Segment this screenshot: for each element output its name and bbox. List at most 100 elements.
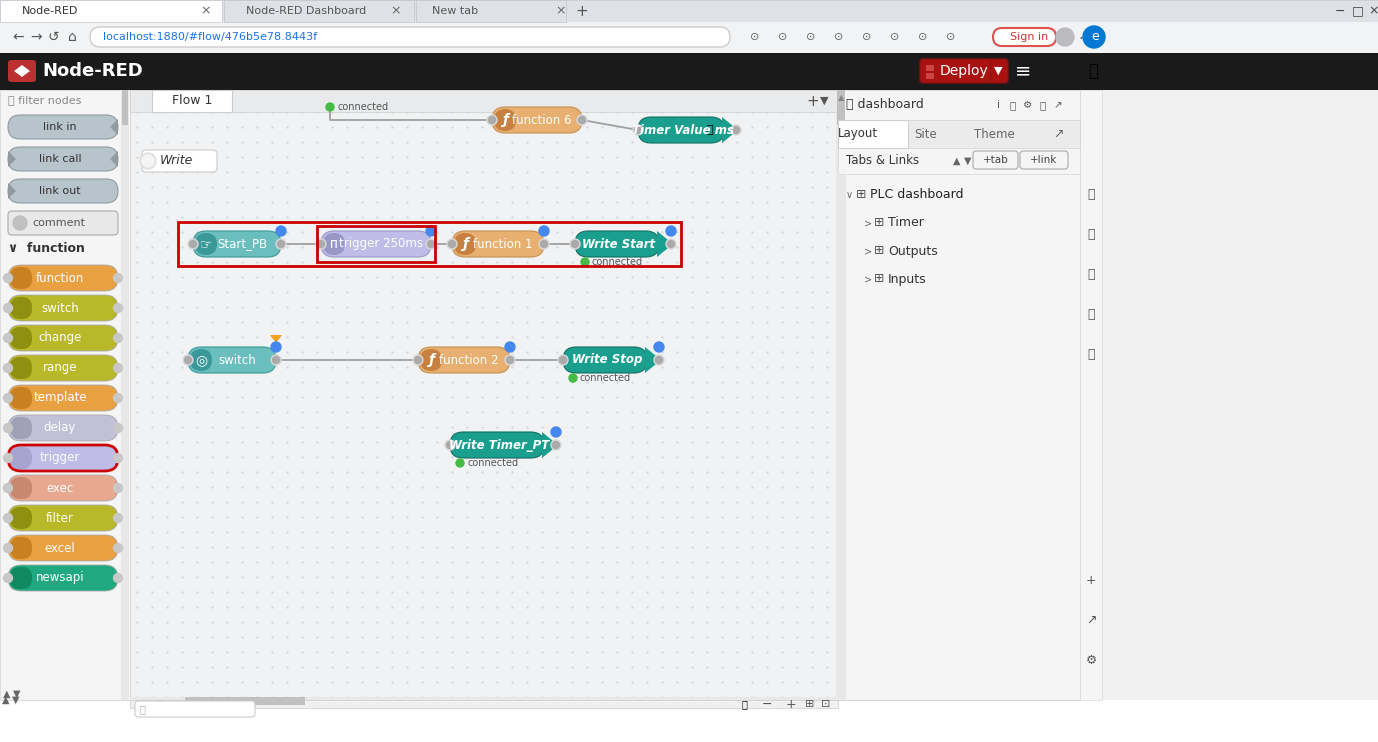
Text: Node-RED Dashboard: Node-RED Dashboard: [247, 6, 367, 16]
FancyBboxPatch shape: [10, 387, 32, 409]
Circle shape: [551, 440, 561, 450]
Circle shape: [142, 155, 154, 167]
Text: PLC dashboard: PLC dashboard: [870, 188, 963, 202]
Circle shape: [446, 239, 457, 249]
Text: +: +: [785, 697, 796, 711]
Text: +: +: [1086, 574, 1097, 586]
Circle shape: [187, 239, 198, 249]
Circle shape: [277, 240, 284, 248]
FancyBboxPatch shape: [10, 477, 32, 499]
Text: Timer Value ms: Timer Value ms: [633, 123, 734, 137]
Bar: [130, 90, 838, 112]
Polygon shape: [8, 151, 17, 167]
FancyBboxPatch shape: [10, 417, 32, 439]
Circle shape: [539, 226, 548, 236]
Polygon shape: [722, 117, 739, 143]
Text: Site: Site: [915, 128, 937, 140]
Text: +link: +link: [1031, 155, 1058, 165]
Circle shape: [317, 240, 324, 248]
FancyBboxPatch shape: [420, 349, 442, 371]
FancyBboxPatch shape: [10, 447, 32, 469]
Circle shape: [113, 513, 123, 522]
Circle shape: [4, 333, 12, 343]
Circle shape: [666, 239, 677, 249]
Circle shape: [569, 374, 577, 382]
Text: >: >: [864, 274, 872, 284]
Text: ⊞: ⊞: [874, 217, 885, 229]
Text: >: >: [864, 218, 872, 228]
Bar: [838, 90, 1080, 120]
Bar: [123, 90, 128, 125]
FancyBboxPatch shape: [10, 267, 32, 289]
Text: range: range: [43, 361, 77, 375]
Circle shape: [551, 427, 561, 437]
Bar: [838, 148, 1080, 174]
Circle shape: [633, 125, 644, 135]
FancyBboxPatch shape: [452, 231, 544, 257]
Circle shape: [666, 226, 677, 236]
Bar: [838, 90, 1080, 700]
Text: ←: ←: [12, 30, 23, 44]
Circle shape: [4, 513, 12, 522]
Text: +: +: [575, 4, 588, 19]
Text: →: →: [30, 30, 41, 44]
Circle shape: [113, 364, 123, 372]
Text: exec: exec: [47, 482, 73, 494]
Circle shape: [427, 240, 434, 248]
Text: ⊙: ⊙: [863, 32, 871, 42]
FancyBboxPatch shape: [10, 357, 32, 379]
Polygon shape: [110, 151, 119, 167]
FancyBboxPatch shape: [322, 233, 344, 255]
Text: excel: excel: [44, 542, 76, 554]
FancyBboxPatch shape: [8, 505, 119, 531]
Text: Write: Write: [160, 154, 193, 168]
Text: ▼: ▼: [965, 156, 971, 166]
FancyBboxPatch shape: [994, 28, 1056, 46]
Text: link out: link out: [39, 186, 81, 196]
FancyBboxPatch shape: [135, 701, 255, 717]
Text: ⊙: ⊙: [750, 32, 759, 42]
FancyBboxPatch shape: [451, 432, 544, 458]
Circle shape: [730, 125, 741, 135]
Text: 📈: 📈: [707, 125, 714, 135]
Circle shape: [113, 303, 123, 312]
Circle shape: [4, 574, 12, 582]
FancyBboxPatch shape: [8, 385, 119, 411]
FancyBboxPatch shape: [8, 475, 119, 501]
Circle shape: [733, 126, 740, 134]
Circle shape: [504, 355, 515, 365]
Text: connected: connected: [338, 102, 389, 112]
Text: ▼: ▼: [994, 66, 1003, 76]
Circle shape: [559, 356, 566, 364]
FancyBboxPatch shape: [493, 109, 515, 131]
Text: ᴨ: ᴨ: [331, 237, 338, 251]
Text: ▼: ▼: [820, 96, 828, 106]
Circle shape: [113, 543, 123, 553]
Bar: [416, 0, 566, 22]
Text: ⊡: ⊡: [821, 699, 831, 709]
Text: ↗: ↗: [1053, 128, 1064, 140]
Text: link call: link call: [39, 154, 81, 164]
FancyBboxPatch shape: [926, 65, 934, 71]
Polygon shape: [657, 231, 672, 257]
Text: localhost:1880/#flow/476b5e78.8443f: localhost:1880/#flow/476b5e78.8443f: [96, 32, 317, 42]
Text: Write Timer_PT: Write Timer_PT: [449, 439, 548, 451]
Bar: [130, 697, 838, 707]
Text: ×: ×: [390, 4, 401, 18]
FancyBboxPatch shape: [10, 537, 32, 559]
Circle shape: [4, 543, 12, 553]
Text: ⚙: ⚙: [1024, 100, 1032, 110]
Circle shape: [486, 115, 497, 125]
Text: ▲: ▲: [1, 695, 10, 705]
Circle shape: [577, 115, 587, 125]
Text: ▲: ▲: [838, 93, 845, 102]
Text: function 6: function 6: [513, 114, 572, 126]
FancyBboxPatch shape: [8, 355, 119, 381]
Text: newsapi: newsapi: [36, 571, 84, 585]
Text: comment: comment: [32, 218, 85, 228]
Text: link in: link in: [43, 122, 77, 132]
Text: 🔵: 🔵: [1087, 309, 1094, 321]
Polygon shape: [8, 183, 17, 199]
Circle shape: [570, 239, 580, 249]
Circle shape: [540, 240, 547, 248]
